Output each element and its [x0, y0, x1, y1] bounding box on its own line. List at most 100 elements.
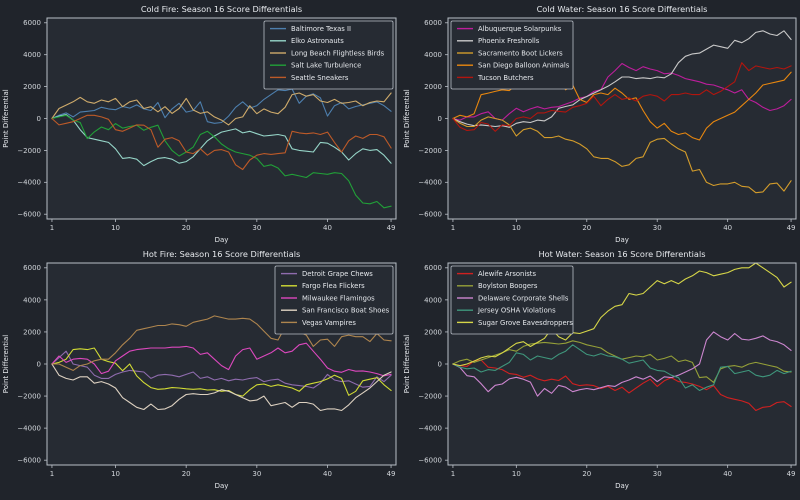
x-tick-label: 30	[252, 470, 261, 478]
x-tick-label: 10	[512, 470, 521, 478]
y-tick-label: 2000	[424, 328, 442, 336]
legend-label: Albuquerque Solarpunks	[478, 25, 562, 33]
y-tick-label: 0	[37, 360, 41, 368]
legend: Baltimore Texas II Elko Astronauts Long Be…	[263, 20, 394, 90]
legend-box	[274, 265, 394, 335]
chart-title: Hot Fire: Season 16 Score Differentials	[143, 250, 301, 259]
series-line-salt-lake-turbulence	[51, 114, 392, 209]
legend-box	[450, 265, 574, 335]
chart-hot-water: −6000 −4000 −2000 0 2000 4000 6000 1 10 20 30 40 49 H…	[400, 250, 800, 500]
y-axis-label: Point Differential	[403, 89, 411, 148]
legend-label: Seattle Sneakers	[291, 74, 349, 82]
axes-spines	[46, 262, 397, 466]
series-group	[452, 30, 792, 194]
axes-spines	[46, 17, 397, 220]
axes-spines	[447, 262, 797, 466]
y-tick-label: 6000	[23, 19, 41, 27]
y-tick-label: −4000	[17, 179, 41, 187]
y-tick-label: −2000	[17, 392, 41, 400]
x-tick-label: 40	[723, 470, 732, 478]
legend-label: Jersey OSHA Violations	[477, 307, 556, 315]
x-tick-label: 20	[582, 470, 591, 478]
x-axis-label: Day	[215, 236, 229, 244]
y-tick-label: −6000	[418, 211, 442, 219]
legend-label: Tucson Butchers	[477, 74, 534, 82]
legend-label: Salt Lake Turbulence	[291, 62, 361, 70]
y-tick-label: −2000	[418, 147, 442, 155]
series-line-elko-astronauts	[51, 113, 392, 167]
series-line-vegas-vampires	[51, 315, 392, 371]
legend: Albuquerque Solarpunks Phoenix Freshrolls…	[450, 20, 574, 90]
series-line-tucson-butchers	[452, 62, 792, 132]
y-axis-label: Point Differential	[2, 89, 10, 148]
series-line-phoenix-freshrolls	[452, 30, 792, 128]
x-tick-label: 10	[111, 470, 120, 478]
chart-svg: −6000 −4000 −2000 0 2000 4000 6000 1 10 20 30 40 49 C…	[2, 4, 397, 244]
chart-title: Cold Water: Season 16 Score Differential…	[537, 4, 708, 14]
series-line-milwaukee-flamingos	[51, 342, 392, 377]
x-axis-label: Day	[215, 482, 229, 490]
legend-box	[450, 20, 574, 90]
series-line-jersey-osha-violations	[452, 344, 792, 392]
series-group	[51, 315, 392, 412]
legend-label: San Diego Balloon Animals	[478, 62, 570, 70]
y-tick-label: −6000	[17, 211, 41, 219]
y-tick-label: 4000	[23, 296, 41, 304]
y-tick-label: −2000	[418, 392, 442, 400]
y-tick-label: −6000	[418, 457, 442, 465]
y-tick-label: 2000	[424, 83, 442, 91]
series-line-detroit-grape-chews	[51, 350, 392, 389]
legend-label: Elko Astronauts	[291, 37, 344, 45]
legend: Alewife Arsonists Boylston Boogers Delawar…	[450, 265, 574, 335]
x-tick-label: 1	[451, 224, 455, 232]
chart-svg: −6000 −4000 −2000 0 2000 4000 6000 1 10 20 30 40 49 H…	[2, 250, 397, 490]
legend-label: Long Beach Flightless Birds	[291, 49, 385, 57]
legend-label: Sacramento Boot Lickers	[478, 49, 563, 57]
y-axis-label: Point Differential	[403, 335, 411, 394]
y-tick-label: 0	[438, 115, 442, 123]
y-tick-label: −4000	[418, 425, 442, 433]
axes-spines	[447, 17, 797, 220]
x-tick-label: 20	[182, 224, 191, 232]
legend-label: Baltimore Texas II	[291, 25, 351, 33]
y-tick-label: 2000	[23, 328, 41, 336]
y-tick-label: −4000	[418, 179, 442, 187]
series-line-sacramento-boot-lickers	[452, 116, 792, 194]
legend: Detroit Grape Chews Fargo Flea Flickers Mi…	[274, 265, 394, 335]
x-tick-label: 49	[387, 224, 396, 232]
y-tick-label: 4000	[424, 51, 442, 59]
y-tick-label: 2000	[23, 83, 41, 91]
series-line-delaware-corporate-shells	[452, 331, 792, 397]
legend-label: Vegas Vampires	[302, 319, 356, 327]
legend-label: Detroit Grape Chews	[302, 270, 373, 278]
series-line-sugar-grove-eavesdroppers	[452, 263, 792, 367]
x-axis-label: Day	[615, 236, 629, 244]
legend-label: San Francisco Boat Shoes	[302, 307, 390, 315]
series-group	[452, 263, 792, 412]
x-tick-label: 30	[252, 224, 261, 232]
legend-label: Alewife Arsonists	[478, 270, 536, 278]
x-tick-label: 20	[182, 470, 191, 478]
x-tick-label: 40	[323, 470, 332, 478]
x-tick-label: 10	[512, 224, 521, 232]
x-tick-label: 20	[582, 224, 591, 232]
y-tick-label: 6000	[23, 264, 41, 272]
series-line-san-francisco-boat-shoes	[51, 363, 392, 412]
chart-hot-fire: −6000 −4000 −2000 0 2000 4000 6000 1 10 20 30 40 49 H…	[0, 250, 400, 500]
y-tick-label: 4000	[23, 51, 41, 59]
series-line-fargo-flea-flickers	[51, 347, 392, 397]
y-tick-label: 0	[37, 115, 41, 123]
chart-title: Hot Water: Season 16 Score Differentials	[539, 250, 706, 259]
series-line-baltimore-texas-ii	[51, 88, 392, 124]
chart-title: Cold Fire: Season 16 Score Differentials	[141, 4, 302, 14]
series-line-albuquerque-solarpunks	[452, 62, 792, 121]
y-axis-label: Point Differential	[2, 335, 10, 394]
x-tick-label: 40	[723, 224, 732, 232]
x-tick-label: 1	[50, 470, 54, 478]
y-tick-label: 6000	[424, 19, 442, 27]
series-line-seattle-sneakers	[51, 114, 392, 171]
series-group	[51, 88, 392, 209]
chart-svg: −6000 −4000 −2000 0 2000 4000 6000 1 10 20 30 40 49 H…	[403, 250, 797, 490]
y-tick-label: 4000	[424, 296, 442, 304]
